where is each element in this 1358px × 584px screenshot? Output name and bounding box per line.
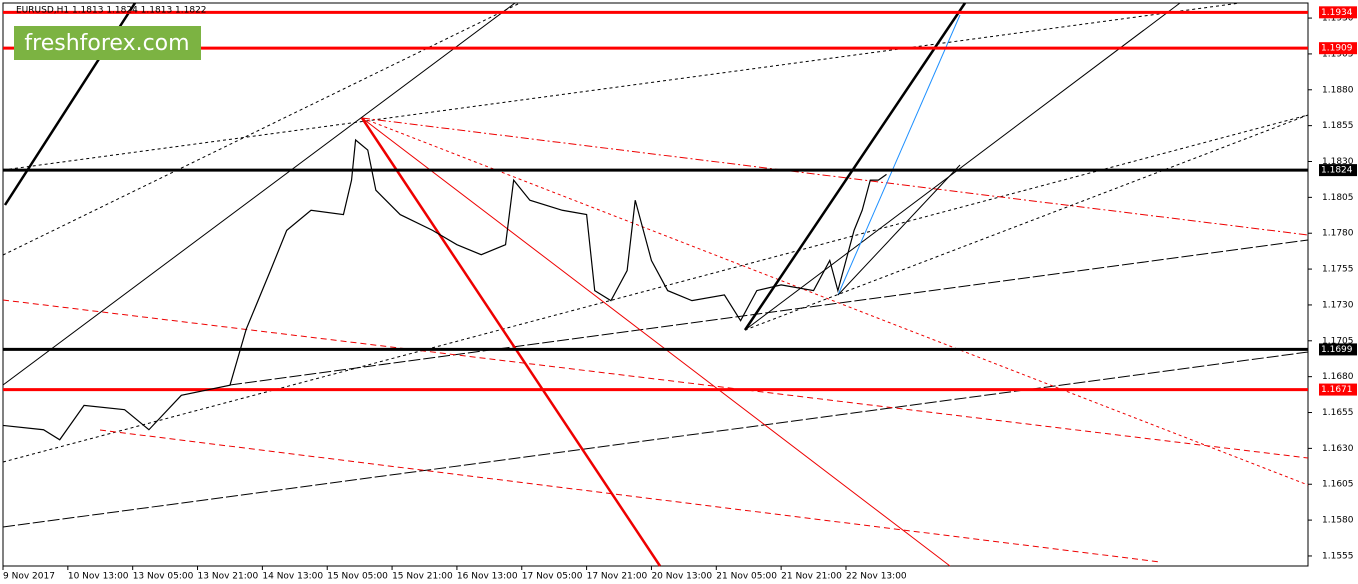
x-tick-label: 10 Nov 13:00 [68, 572, 129, 582]
watermark-box [14, 26, 201, 60]
x-tick-label: 14 Nov 13:00 [262, 572, 323, 582]
y-tick-label: 1.1555 [1322, 551, 1354, 561]
x-tick-label: 9 Nov 2017 [3, 572, 55, 582]
x-tick-label: 13 Nov 05:00 [133, 572, 194, 582]
y-tick-label: 1.1830 [1322, 157, 1354, 167]
y-tick-label: 1.1805 [1322, 193, 1354, 203]
y-tick-label: 1.1930 [1322, 14, 1354, 24]
x-tick-label: 13 Nov 21:00 [198, 572, 259, 582]
x-tick-label: 15 Nov 05:00 [327, 572, 388, 582]
x-tick-label: 15 Nov 21:00 [392, 572, 453, 582]
marks [2, 10, 1308, 441]
y-tick-label: 1.1780 [1322, 229, 1354, 239]
x-tick-label: 21 Nov 05:00 [716, 572, 777, 582]
level-label: 1.1671 [1321, 385, 1353, 395]
y-tick-label: 1.1755 [1322, 265, 1354, 275]
level-label-box [1319, 383, 1357, 396]
price-line [2, 138, 887, 441]
y-tick-label: 1.1655 [1322, 408, 1354, 418]
x-tick-label: 17 Nov 21:00 [587, 572, 648, 582]
level-label-box [1319, 6, 1357, 19]
y-tick-label: 1.1855 [1322, 121, 1354, 131]
x-tick-label: 17 Nov 05:00 [522, 572, 583, 582]
x-tick-label: 21 Nov 21:00 [781, 572, 842, 582]
level-label: 1.1909 [1321, 44, 1353, 54]
y-tick-label: 1.1880 [1322, 85, 1354, 95]
chart-title: EURUSD,H1 1.1813 1.1824 1.1813 1.1822 [16, 6, 207, 16]
y-tick-label: 1.1730 [1322, 300, 1354, 310]
x-tick-label: 20 Nov 13:00 [651, 572, 712, 582]
x-tick-label: 22 Nov 13:00 [846, 572, 907, 582]
level-label-box [1319, 164, 1357, 177]
y-tick-label: 1.1905 [1322, 49, 1354, 59]
level-label: 1.1824 [1321, 166, 1353, 176]
y-tick-label: 1.1680 [1322, 372, 1354, 382]
level-label: 1.1699 [1321, 345, 1353, 355]
level-label-box [1319, 343, 1357, 356]
x-tick-label: 16 Nov 13:00 [457, 572, 518, 582]
level-label-box [1319, 42, 1357, 55]
y-tick-label: 1.1605 [1322, 480, 1354, 490]
watermark: freshforex.com [24, 31, 189, 56]
y-tick-label: 1.1580 [1322, 516, 1354, 526]
y-tick-label: 1.1630 [1322, 444, 1354, 454]
y-tick-label: 1.1705 [1322, 336, 1354, 346]
plot-frame [2, 2, 1309, 567]
trendlines [2, 2, 1309, 567]
level-label: 1.1934 [1321, 8, 1353, 18]
